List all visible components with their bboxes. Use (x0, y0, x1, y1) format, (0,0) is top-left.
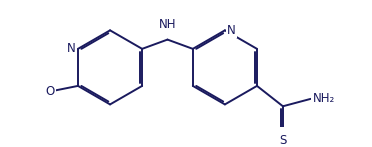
Text: S: S (279, 134, 286, 147)
Text: N: N (67, 42, 76, 55)
Text: O: O (45, 85, 55, 98)
Text: N: N (227, 24, 235, 37)
Text: NH₂: NH₂ (312, 92, 335, 105)
Text: NH: NH (159, 18, 176, 31)
